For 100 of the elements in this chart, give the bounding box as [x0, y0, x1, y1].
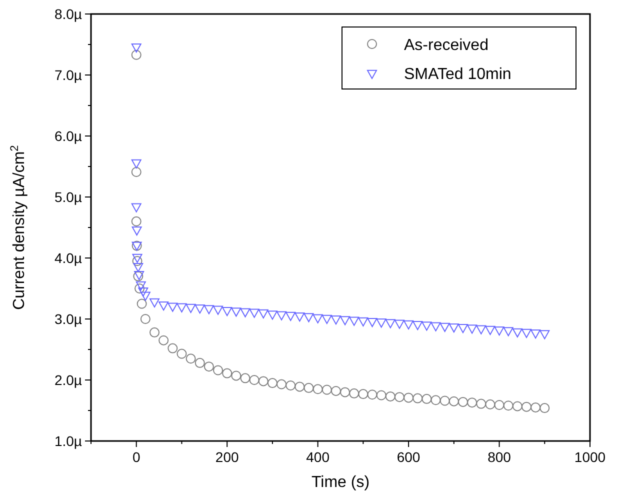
point	[294, 382, 305, 392]
point	[186, 354, 196, 364]
point	[240, 308, 250, 318]
x-tick-label: 600	[396, 449, 420, 465]
point	[385, 391, 396, 402]
y-tick-label: 2.0µ	[54, 372, 82, 388]
x-tick-label: 200	[215, 449, 239, 465]
point	[512, 328, 522, 338]
point	[286, 380, 296, 390]
point	[258, 376, 268, 386]
point	[430, 395, 441, 406]
point	[186, 304, 196, 314]
point	[322, 384, 332, 395]
point	[194, 304, 205, 314]
y-tick-label: 3.0µ	[54, 311, 82, 327]
point	[530, 330, 541, 339]
y-tick-label: 5.0µ	[54, 189, 82, 205]
point	[476, 398, 486, 409]
point	[340, 316, 350, 326]
point	[330, 316, 341, 325]
point	[404, 320, 414, 330]
point	[286, 312, 296, 321]
point	[367, 390, 378, 400]
point	[276, 311, 287, 320]
point	[394, 320, 404, 329]
point	[294, 312, 305, 322]
point	[340, 387, 350, 398]
point	[140, 314, 150, 324]
y-tick-label: 6.0µ	[54, 128, 82, 144]
point	[476, 325, 486, 334]
point	[367, 318, 378, 328]
point	[494, 326, 504, 336]
point	[176, 348, 187, 359]
point	[404, 392, 414, 403]
point	[150, 298, 160, 308]
point	[448, 396, 459, 406]
point	[349, 316, 360, 326]
point	[440, 396, 450, 406]
point	[494, 400, 504, 410]
x-tick-label: 800	[488, 449, 512, 465]
point	[521, 402, 532, 412]
point	[376, 390, 386, 400]
point	[540, 330, 550, 340]
point	[358, 317, 368, 326]
point	[136, 281, 146, 290]
point	[133, 263, 144, 272]
y-tick-label: 1.0µ	[54, 433, 82, 449]
point	[194, 358, 205, 368]
point	[322, 314, 332, 324]
point	[131, 166, 142, 177]
point	[131, 43, 142, 53]
point	[131, 216, 142, 226]
point	[458, 324, 468, 334]
point	[276, 379, 287, 390]
point	[176, 303, 187, 312]
point	[422, 394, 432, 404]
point	[204, 305, 214, 314]
point	[458, 396, 468, 407]
point	[467, 398, 478, 408]
point	[304, 313, 314, 322]
point	[158, 335, 169, 346]
point	[312, 384, 323, 394]
point	[231, 308, 242, 317]
point	[134, 284, 145, 294]
point	[204, 362, 214, 372]
point	[213, 306, 224, 315]
point	[132, 254, 142, 263]
point	[521, 328, 532, 338]
point	[394, 392, 404, 402]
point	[267, 310, 278, 320]
point	[430, 322, 441, 332]
point	[330, 386, 341, 396]
point	[358, 389, 368, 400]
point	[222, 306, 232, 316]
point	[150, 327, 160, 338]
point	[485, 326, 496, 335]
point	[132, 226, 142, 236]
point	[412, 321, 423, 330]
point	[131, 50, 142, 60]
x-tick-label: 0	[132, 449, 140, 465]
point	[412, 393, 423, 404]
legend-label: As-received	[404, 37, 488, 54]
point	[140, 292, 150, 301]
point	[503, 327, 514, 336]
x-axis-title: Time (s)	[311, 474, 370, 491]
point	[422, 322, 432, 331]
point	[249, 308, 260, 318]
point	[222, 368, 232, 378]
point	[467, 324, 478, 334]
point	[231, 370, 242, 381]
point	[349, 388, 360, 398]
point	[385, 319, 396, 328]
point	[258, 309, 268, 319]
point	[304, 382, 314, 393]
x-tick-label: 400	[306, 449, 330, 465]
point	[132, 256, 142, 266]
point	[168, 302, 178, 312]
point	[448, 323, 459, 333]
point	[485, 399, 496, 410]
point	[440, 322, 450, 332]
